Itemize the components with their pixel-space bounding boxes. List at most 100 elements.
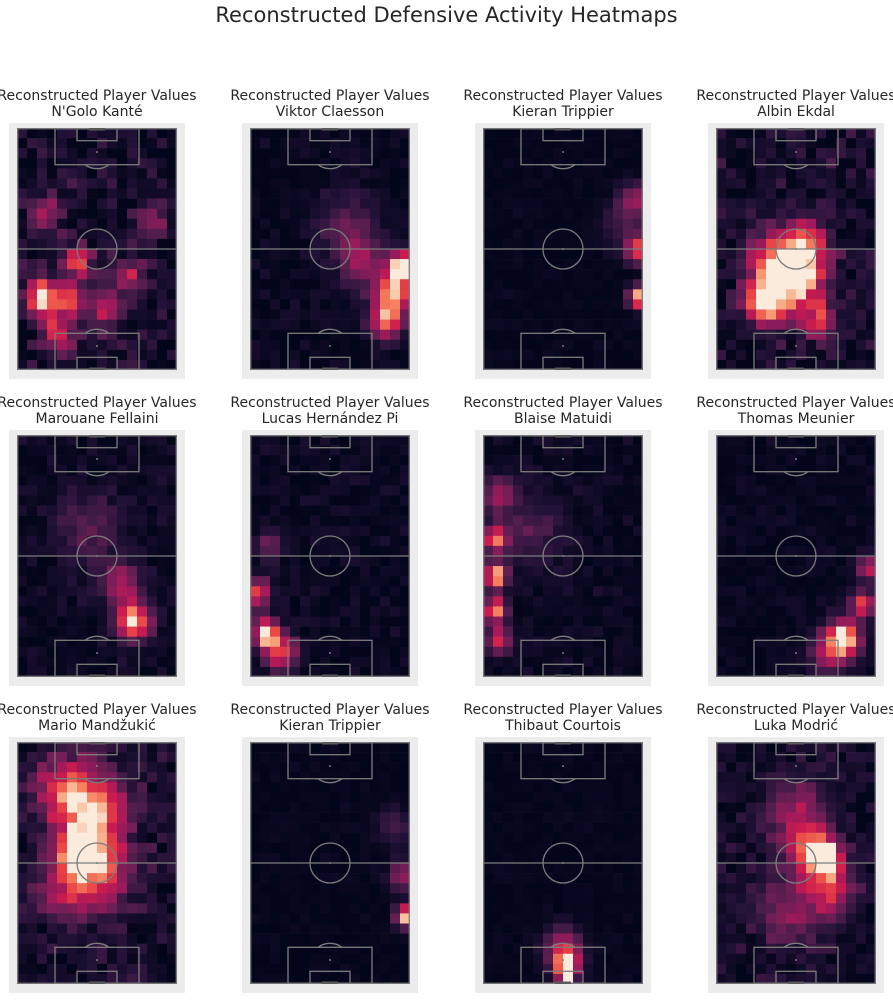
- heatmap-cell: [350, 596, 361, 607]
- heatmap-cell: [786, 168, 797, 179]
- heatmap-cell: [836, 822, 847, 834]
- panel-title-line: Reconstructed Player Values: [463, 702, 663, 718]
- heatmap-cell: [370, 309, 381, 320]
- heatmap-cell: [503, 259, 514, 270]
- heatmap-cell: [483, 128, 494, 139]
- heatmap-cell: [137, 228, 148, 240]
- heatmap-cell: [157, 329, 168, 341]
- heatmap-cell: [836, 752, 847, 763]
- heatmap-cell: [137, 435, 148, 446]
- heatmap-cell: [856, 455, 867, 466]
- heatmap-cell: [583, 772, 594, 783]
- heatmap-cell: [17, 626, 28, 637]
- heatmap-cell: [573, 198, 584, 209]
- heatmap-cell: [260, 269, 271, 280]
- heatmap-cell: [483, 319, 494, 330]
- heatmap-cell: [523, 309, 534, 320]
- heatmap-cell: [320, 485, 331, 496]
- heatmap-cell: [147, 832, 158, 844]
- heatmap-cell: [380, 238, 391, 250]
- heatmap-cell: [726, 455, 737, 466]
- heatmap-cell: [340, 309, 351, 320]
- heatmap-cell: [736, 279, 747, 290]
- heatmap-cell: [493, 792, 504, 803]
- heatmap-cell: [127, 158, 138, 169]
- heatmap-cell: [137, 168, 148, 179]
- heatmap-cell: [513, 435, 524, 446]
- heatmap-cell: [716, 238, 727, 250]
- heatmap-cell: [826, 349, 837, 361]
- heatmap-cell: [756, 495, 767, 506]
- heatmap-cell: [746, 893, 757, 904]
- heatmap-cell: [360, 832, 371, 844]
- heatmap-cell: [390, 566, 401, 577]
- heatmap-cell: [563, 238, 574, 250]
- heatmap-cell: [746, 953, 757, 965]
- heatmap-cell: [37, 626, 48, 637]
- heatmap-cell: [533, 485, 544, 496]
- panel-title-line: Reconstructed Player Values: [230, 702, 430, 718]
- heatmap-cell: [573, 485, 584, 496]
- heatmap-cell: [573, 852, 584, 864]
- heatmap-cell: [167, 259, 177, 270]
- pitch-frame: [475, 430, 651, 686]
- heatmap-cell: [796, 913, 807, 924]
- heatmap-cell: [573, 792, 584, 803]
- heatmap-cell: [77, 656, 88, 668]
- bottom-penalty-spot: [96, 345, 98, 347]
- heatmap-cell: [320, 752, 331, 763]
- heatmap-cell: [756, 566, 767, 577]
- heatmap-cell: [27, 359, 38, 370]
- heatmap-cell: [786, 576, 797, 587]
- top-penalty-arc: [84, 471, 110, 477]
- heatmap-cell: [756, 963, 767, 975]
- heatmap-cell: [17, 596, 28, 607]
- heatmap-cell: [856, 349, 867, 361]
- heatmap-cell: [167, 525, 177, 537]
- heatmap-cell: [826, 963, 837, 975]
- heatmap-cell: [846, 178, 857, 189]
- heatmap-cell: [736, 842, 747, 854]
- heatmap-cell: [796, 963, 807, 975]
- heatmap-cell: [736, 259, 747, 270]
- heatmap-cell: [503, 289, 514, 300]
- center-circle: [775, 228, 817, 270]
- heatmap-cell: [147, 782, 158, 793]
- heatmap-cell: [330, 299, 341, 310]
- heatmap-cell: [786, 566, 797, 577]
- heatmap-cell: [310, 279, 321, 290]
- heatmap-cell: [290, 832, 301, 844]
- heatmap-cell: [117, 953, 128, 965]
- heatmap-cell: [513, 863, 524, 874]
- heatmap-cell: [806, 198, 817, 209]
- heatmap-cell: [127, 445, 138, 456]
- heatmap-cell: [716, 973, 727, 984]
- heatmap-cell: [250, 208, 261, 220]
- heatmap-cell: [806, 218, 817, 230]
- heatmap-cell: [816, 259, 827, 270]
- heatmap-cell: [856, 259, 867, 270]
- heatmap-cell: [613, 339, 624, 351]
- heatmap-cell: [270, 802, 281, 813]
- heatmap-cell: [97, 158, 108, 169]
- heatmap-cell: [157, 873, 168, 884]
- heatmap-cell: [17, 893, 28, 904]
- heatmap-cell: [816, 289, 827, 300]
- heatmap-cell: [736, 228, 747, 240]
- heatmap-cell: [563, 923, 574, 934]
- heatmap-cell: [17, 792, 28, 803]
- heatmap-cell: [250, 515, 261, 527]
- heatmap-cell: [736, 772, 747, 783]
- heatmap-cell: [563, 953, 574, 965]
- top-penalty-arc: [550, 778, 576, 784]
- pitch-heatmap: [483, 128, 643, 370]
- heatmap-cell: [400, 435, 410, 446]
- heatmap-cell: [360, 465, 371, 476]
- heatmap-cell: [716, 933, 727, 944]
- heatmap-cell: [836, 802, 847, 813]
- heatmap-cell: [573, 812, 584, 823]
- heatmap-cell: [27, 349, 38, 361]
- heatmap-cell: [503, 626, 514, 637]
- heatmap-cell: [310, 933, 321, 944]
- heatmap-cell: [370, 576, 381, 587]
